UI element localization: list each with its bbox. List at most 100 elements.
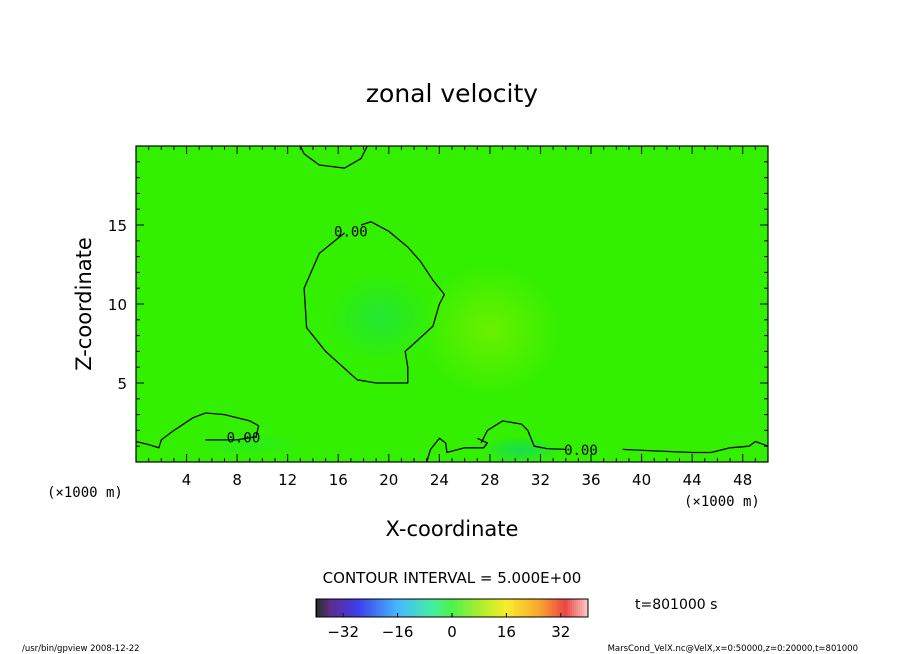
colorbar-bin — [512, 599, 515, 617]
colorbar-bin — [478, 599, 481, 617]
colorbar-bin — [316, 599, 319, 617]
time-label: t=801000 s — [635, 597, 717, 613]
colorbar-bin — [532, 599, 535, 617]
plot-area: 0.00 0.00 0.00 — [136, 146, 768, 462]
colorbar-bin — [384, 599, 387, 617]
colorbar-bin — [412, 599, 415, 617]
colorbar-bin — [332, 599, 335, 617]
colorbar-bin — [534, 599, 537, 617]
x-tick-label: 12 — [278, 471, 297, 489]
y-tick-label: 10 — [108, 296, 127, 314]
colorbar-bin — [434, 599, 437, 617]
colorbar-bin — [442, 599, 445, 617]
colorbar-bin — [342, 599, 345, 617]
colorbar-bin — [520, 599, 523, 617]
colorbar-bin — [344, 599, 347, 617]
colorbar-bin — [518, 599, 521, 617]
colorbar-tick-label: −16 — [382, 623, 414, 641]
colorbar-bin — [524, 599, 527, 617]
x-tick-label: 36 — [581, 471, 600, 489]
contour-line — [426, 437, 489, 462]
colorbar-bin — [506, 599, 509, 617]
colorbar-bin — [408, 599, 411, 617]
colorbar-bin — [348, 599, 351, 617]
colorbar-bin — [488, 599, 491, 617]
y-tick-label: 15 — [108, 217, 127, 235]
x-tick-label: 20 — [379, 471, 398, 489]
colorbar-bin — [358, 599, 361, 617]
contour-line — [136, 412, 260, 449]
y-axis-label: Z-coordinate — [72, 237, 96, 371]
colorbar-bin — [490, 599, 493, 617]
colorbar-bin — [502, 599, 505, 617]
contour-label: 0.00 — [564, 443, 598, 459]
x-unit-right: (×1000 m) — [684, 494, 760, 510]
colorbar-bin — [476, 599, 479, 617]
colorbar-bin — [562, 599, 565, 617]
colorbar-tick-label: 0 — [447, 623, 457, 641]
colorbar-bin — [566, 599, 569, 617]
x-axis: 4 8 12 16 20 24 28 32 36 40 44 48 — [148, 146, 756, 489]
colorbar-bin — [568, 599, 571, 617]
colorbar-bin — [526, 599, 529, 617]
x-unit-left: (×1000 m) — [47, 485, 123, 501]
colorbar-bin — [548, 599, 551, 617]
colorbar-bin — [330, 599, 333, 617]
field-shade — [480, 436, 560, 462]
colorbar-bin — [322, 599, 325, 617]
colorbar-bin — [572, 599, 575, 617]
colorbar-bin — [338, 599, 341, 617]
colorbar-bin — [472, 599, 475, 617]
colorbar-bin — [382, 599, 385, 617]
colorbar-bin — [404, 599, 407, 617]
contour-line — [299, 146, 368, 169]
x-tick-label: 28 — [480, 471, 499, 489]
colorbar-bin — [514, 599, 517, 617]
x-tick-label: 44 — [683, 471, 702, 489]
colorbar-bin — [538, 599, 541, 617]
colorbar-bin — [424, 599, 427, 617]
colorbar-bin — [480, 599, 483, 617]
colorbar-bin — [398, 599, 401, 617]
colorbar-bin — [426, 599, 429, 617]
colorbar-bin — [460, 599, 463, 617]
colorbar-bin — [550, 599, 553, 617]
colorbar-bin — [574, 599, 577, 617]
colorbar-bin — [466, 599, 469, 617]
colorbar-bin — [454, 599, 457, 617]
colorbar-bin — [372, 599, 375, 617]
colorbar-bin — [392, 599, 395, 617]
colorbar-bin — [366, 599, 369, 617]
colorbar-bin — [544, 599, 547, 617]
colorbar-bin — [556, 599, 559, 617]
colorbar-bin — [586, 599, 589, 617]
colorbar-bin — [492, 599, 495, 617]
x-tick-label: 4 — [182, 471, 192, 489]
colorbar-bin — [388, 599, 391, 617]
contour-label: 0.00 — [334, 224, 368, 240]
colorbar-bin — [400, 599, 403, 617]
x-tick-label: 16 — [329, 471, 348, 489]
colorbar-bin — [464, 599, 467, 617]
colorbar-bin — [418, 599, 421, 617]
colorbar-bin — [378, 599, 381, 617]
colorbar-bin — [578, 599, 581, 617]
colorbar-bin — [368, 599, 371, 617]
colorbar-bin — [324, 599, 327, 617]
colorbar-bin — [474, 599, 477, 617]
colorbar-ticks: −32 −16 0 16 32 — [327, 613, 570, 641]
colorbar-bin — [402, 599, 405, 617]
colorbar-bin — [430, 599, 433, 617]
contour-labels: 0.00 0.00 0.00 — [227, 224, 598, 459]
colorbar-bin — [446, 599, 449, 617]
colorbar-bin — [346, 599, 349, 617]
contour-line — [480, 420, 566, 451]
colorbar-bin — [494, 599, 497, 617]
colorbar-bin — [364, 599, 367, 617]
x-tick-label: 40 — [632, 471, 651, 489]
colorbar-bin — [500, 599, 503, 617]
colorbar-bin — [564, 599, 567, 617]
colorbar-bin — [582, 599, 585, 617]
field-shade — [420, 265, 560, 395]
